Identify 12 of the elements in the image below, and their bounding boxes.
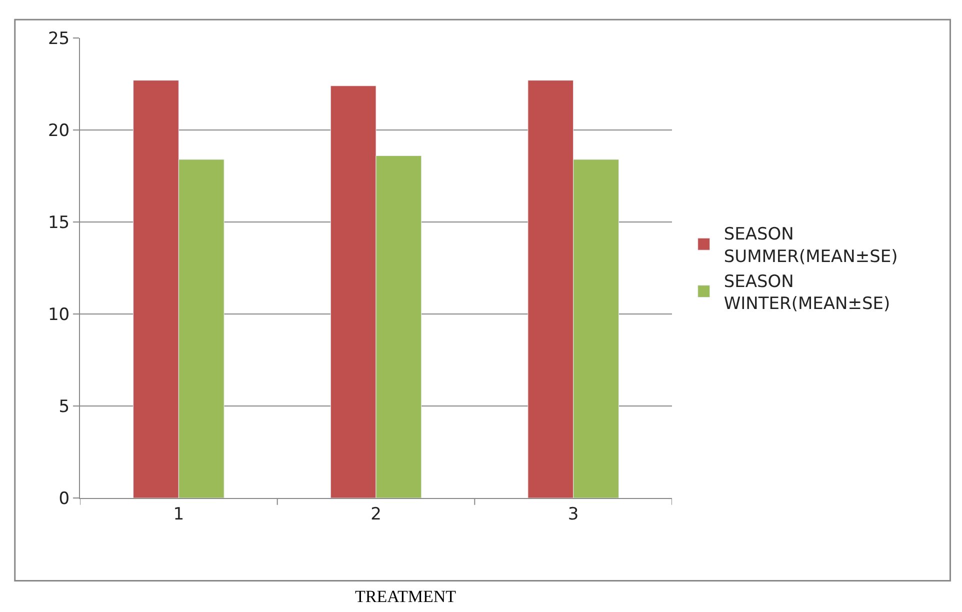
y-tick-label: 25 [48, 28, 70, 49]
y-tick-label: 10 [48, 304, 70, 325]
x-axis-title: TREATMENT [355, 587, 457, 606]
y-tick-label: 5 [58, 396, 70, 417]
legend-label: SEASON WINTER(MEAN±SE) [724, 272, 890, 314]
y-tick-label: 0 [58, 488, 70, 509]
y-tick-label: 20 [48, 120, 70, 141]
x-tick-label: 2 [370, 504, 382, 524]
y-tick-label: 15 [48, 212, 70, 233]
x-tick-label: 1 [173, 504, 184, 524]
legend-label: SEASON SUMMER(MEAN±SE) [724, 224, 898, 267]
x-tick-label: 3 [568, 504, 579, 524]
